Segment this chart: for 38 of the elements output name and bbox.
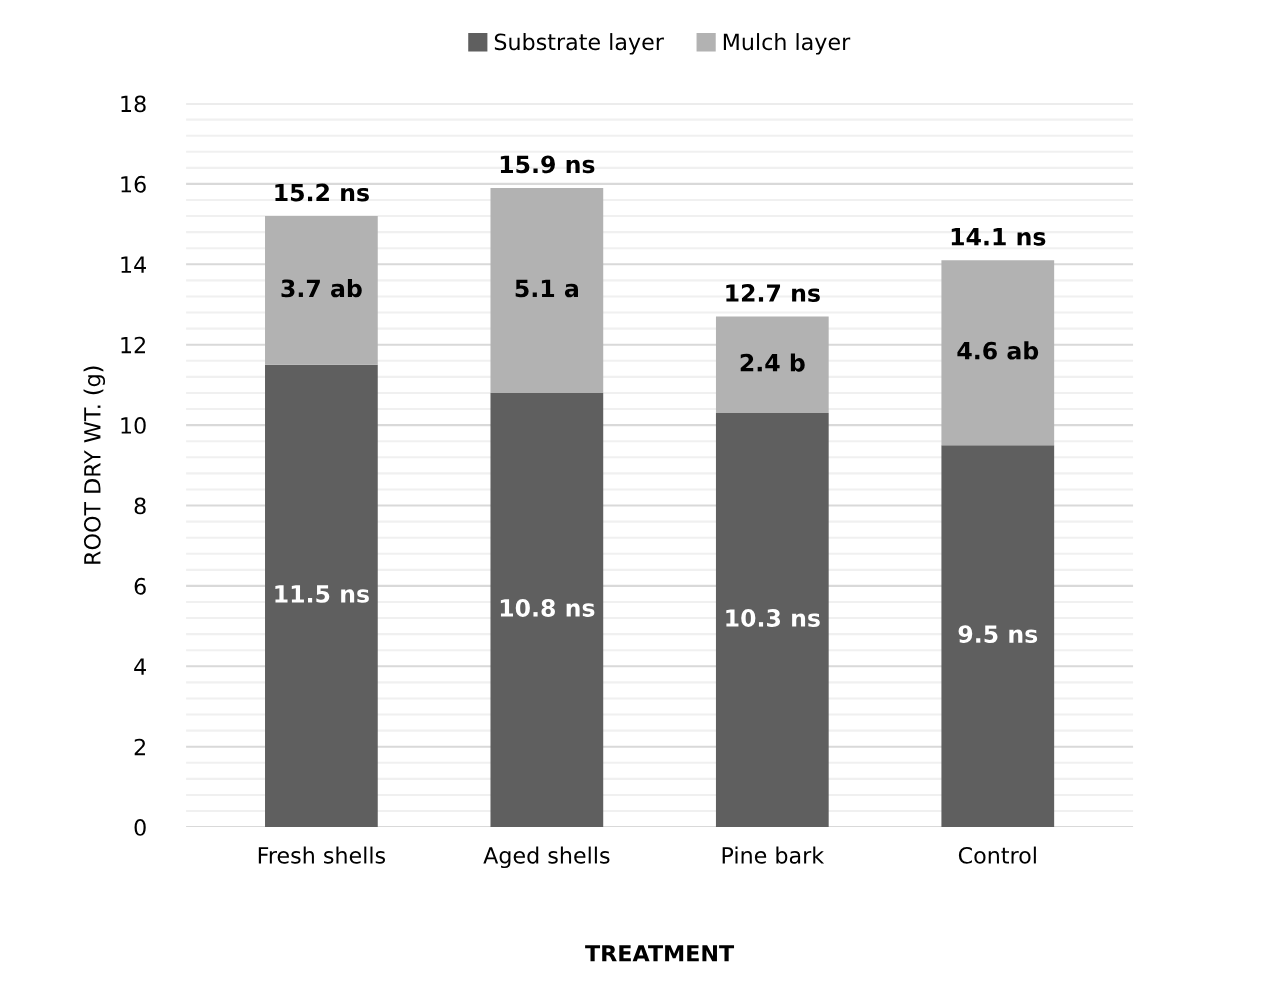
y-tick-label: 12: [121, 336, 145, 354]
x-tick-label: Aged shells: [483, 846, 610, 869]
total-label: 14.1 ns: [951, 228, 1046, 246]
data-label: 10.8 ns: [500, 599, 595, 617]
bar: [490, 187, 604, 393]
data-label: 5.1 a: [515, 279, 578, 298]
bar: [715, 413, 829, 828]
bar: [265, 364, 378, 828]
data-label: 2.4 b: [740, 353, 805, 372]
data-label: 11.5 ns: [275, 585, 369, 603]
total-label: 12.7 ns: [726, 284, 820, 302]
y-tick-label: 16: [121, 175, 146, 193]
bar: [715, 316, 829, 414]
x-tick-label: Pine bark: [722, 846, 825, 864]
x-axis-title: TREATMENT: [585, 945, 735, 962]
bar: [265, 216, 378, 365]
y-tick-label: 10: [121, 417, 146, 434]
y-tick-label: 0: [134, 819, 146, 836]
x-tick-label: Control: [958, 846, 1036, 864]
y-tick-label: 6: [134, 577, 146, 595]
y-tick-label: 18: [121, 95, 146, 113]
bar: [490, 392, 604, 828]
legend-label: Substrate layer: [494, 33, 664, 55]
y-tick-label: 4: [134, 658, 146, 675]
y-axis-title: ROOT DRY WT. (g): [83, 366, 106, 564]
total-label: 15.2 ns: [275, 183, 369, 202]
x-tick-label: Fresh shells: [258, 846, 386, 864]
total-label: 15.9 ns: [500, 155, 595, 174]
data-label: 4.6 ab: [957, 341, 1039, 360]
data-label: 9.5 ns: [958, 625, 1038, 644]
bar: [941, 260, 1055, 446]
y-tick-label: 14: [121, 256, 146, 273]
y-tick-label: 2: [134, 738, 145, 756]
data-label: 10.3 ns: [726, 609, 820, 627]
data-label: 3.7 ab: [281, 279, 362, 298]
bar: [941, 445, 1055, 828]
y-tick-label: 8: [134, 497, 146, 515]
legend-label: Mulch layer: [723, 33, 851, 55]
